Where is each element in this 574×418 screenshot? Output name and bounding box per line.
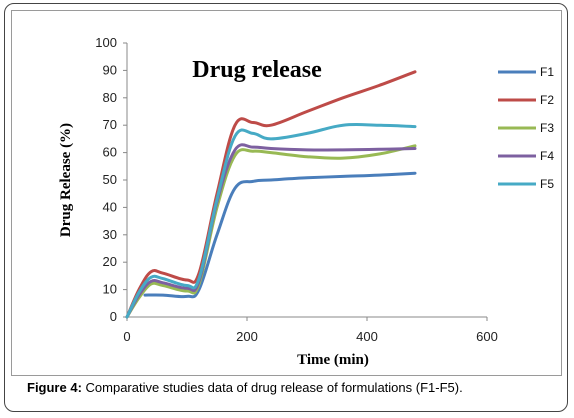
legend-label-f1: F1 (540, 65, 554, 79)
x-axis-title: Time (min) (297, 352, 369, 368)
caption-label: Figure 4: (27, 380, 82, 395)
y-tick-label: 50 (103, 172, 117, 187)
series-line-f2 (125, 70, 417, 319)
figure-caption: Figure 4: Comparative studies data of dr… (27, 380, 567, 395)
x-tick-label: 400 (356, 329, 378, 344)
y-tick-label: 40 (103, 199, 117, 214)
x-tick-label: 0 (123, 329, 130, 344)
series-line-f5 (125, 122, 417, 319)
y-tick-label: 0 (110, 309, 117, 324)
x-tick-label: 600 (476, 329, 498, 344)
y-tick-label: 30 (103, 227, 117, 242)
y-tick-label: 60 (103, 145, 117, 160)
series-line-f1 (143, 171, 417, 299)
y-axis-title: Drug Release (%) (58, 123, 74, 237)
legend-label-f4: F4 (540, 149, 554, 163)
series-line-f3 (125, 144, 417, 319)
x-tick-label: 200 (236, 329, 258, 344)
chart-area: 0 10 20 30 40 50 60 70 80 90 100 0 200 400 600 Drug rel… (11, 10, 562, 376)
legend-label-f2: F2 (540, 93, 554, 107)
drug-release-chart: 0 10 20 30 40 50 60 70 80 90 100 0 200 400 600 Drug rel… (58, 35, 554, 368)
y-tick-label: 90 (103, 62, 117, 77)
y-tick-label: 10 (103, 282, 117, 297)
series-line-f4 (125, 143, 417, 319)
y-tick-label: 100 (95, 35, 117, 50)
chart-title: Drug release (192, 57, 322, 83)
legend-label-f5: F5 (540, 177, 554, 191)
y-tick-label: 80 (103, 90, 117, 105)
caption-text: Comparative studies data of drug release… (81, 380, 463, 395)
legend-label-f3: F3 (540, 121, 554, 135)
y-tick-label: 20 (103, 254, 117, 269)
figure-frame: 0 10 20 30 40 50 60 70 80 90 100 0 200 400 600 Drug rel… (4, 3, 568, 412)
y-tick-label: 70 (103, 117, 117, 132)
